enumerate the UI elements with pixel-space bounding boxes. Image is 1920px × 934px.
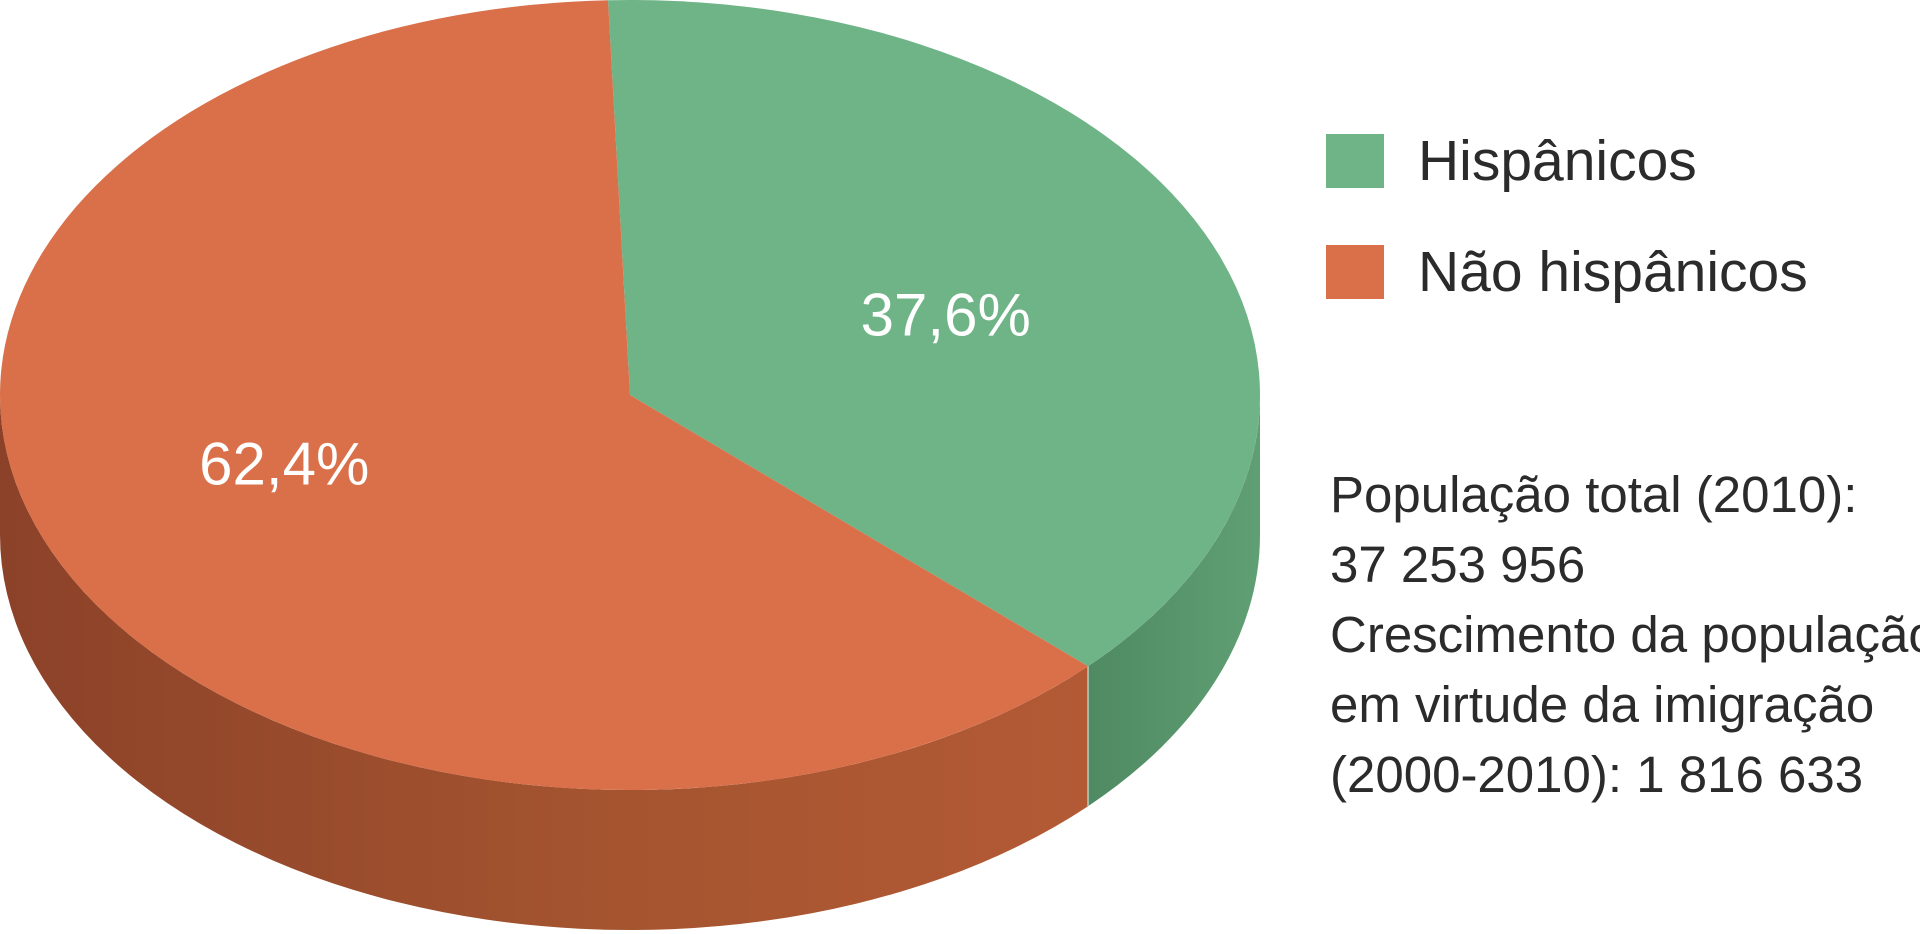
info-line-total-value: 37 253 956 <box>1330 536 1585 593</box>
pie-label-nao-hispanicos: 62,4% <box>199 430 369 497</box>
pie-slices-group: 37,6% 62,4% <box>0 0 1261 930</box>
pie-label-hispanicos: 37,6% <box>861 282 1031 349</box>
info-line-total-label: População total (2010): <box>1330 466 1857 523</box>
pie-side-hispanicos <box>1088 395 1260 807</box>
legend: Hispânicos Não hispânicos <box>1326 129 1808 304</box>
info-line-growth-label-2: em virtude da imigração <box>1330 676 1874 733</box>
pie-slice-hispanicos <box>608 0 1261 667</box>
legend-label-hispanicos: Hispânicos <box>1418 129 1697 193</box>
legend-swatch-nao-hispanicos <box>1326 245 1384 299</box>
population-info: População total (2010): 37 253 956 Cresc… <box>1330 466 1920 803</box>
info-line-growth-value: (2000-2010): 1 816 633 <box>1330 746 1863 803</box>
pie-slice-nao-hispanicos <box>0 0 1089 790</box>
legend-label-nao-hispanicos: Não hispânicos <box>1418 240 1808 304</box>
info-line-growth-label-1: Crescimento da população <box>1330 606 1920 663</box>
pie-side-nao-hispanicos <box>0 395 1089 930</box>
legend-swatch-hispanicos <box>1326 134 1384 188</box>
